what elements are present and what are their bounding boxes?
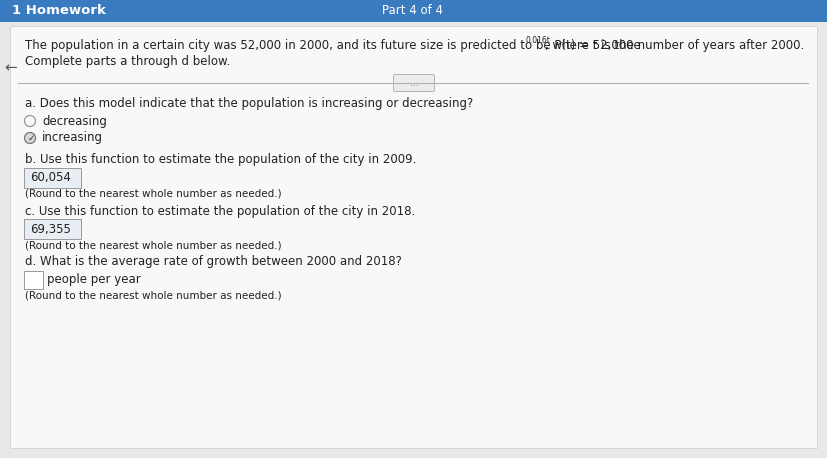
Text: d. What is the average rate of growth between 2000 and 2018?: d. What is the average rate of growth be… <box>25 256 402 268</box>
Text: Part 4 of 4: Part 4 of 4 <box>383 5 443 17</box>
Circle shape <box>25 115 36 126</box>
Text: decreasing: decreasing <box>42 114 107 127</box>
Text: c. Use this function to estimate the population of the city in 2018.: c. Use this function to estimate the pop… <box>25 205 415 218</box>
Text: The population in a certain city was 52,000 in 2000, and its future size is pred: The population in a certain city was 52,… <box>25 38 641 51</box>
Text: (Round to the nearest whole number as needed.): (Round to the nearest whole number as ne… <box>25 189 282 199</box>
Text: 60,054: 60,054 <box>30 171 71 185</box>
FancyBboxPatch shape <box>0 0 827 22</box>
FancyBboxPatch shape <box>24 168 81 188</box>
Text: , where t is the number of years after 2000.: , where t is the number of years after 2… <box>544 38 804 51</box>
FancyBboxPatch shape <box>10 26 817 448</box>
Text: ...: ... <box>409 78 418 87</box>
Text: ✓: ✓ <box>27 133 35 142</box>
Text: 69,355: 69,355 <box>30 223 71 235</box>
FancyBboxPatch shape <box>394 75 434 92</box>
Circle shape <box>25 132 36 143</box>
Text: 0.016t: 0.016t <box>525 36 550 45</box>
Text: people per year: people per year <box>47 273 141 287</box>
FancyBboxPatch shape <box>24 219 81 239</box>
Text: b. Use this function to estimate the population of the city in 2009.: b. Use this function to estimate the pop… <box>25 153 416 167</box>
Text: (Round to the nearest whole number as needed.): (Round to the nearest whole number as ne… <box>25 240 282 250</box>
FancyBboxPatch shape <box>24 271 43 289</box>
Text: Complete parts a through d below.: Complete parts a through d below. <box>25 55 230 67</box>
Text: (Round to the nearest whole number as needed.): (Round to the nearest whole number as ne… <box>25 291 282 301</box>
Text: 1 Homework: 1 Homework <box>12 5 106 17</box>
Text: ←: ← <box>4 60 17 76</box>
Text: increasing: increasing <box>42 131 103 145</box>
Text: a. Does this model indicate that the population is increasing or decreasing?: a. Does this model indicate that the pop… <box>25 98 473 110</box>
